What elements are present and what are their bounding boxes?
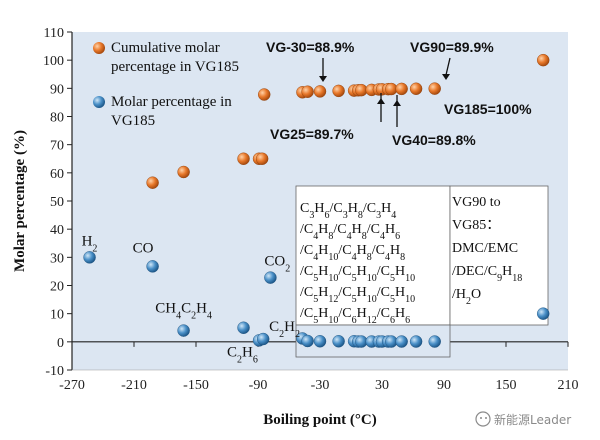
arrow-head-icon xyxy=(319,76,327,82)
hydrocarbon-list-box xyxy=(295,185,451,326)
y-tick-label: 110 xyxy=(44,26,64,41)
arrow-head-icon xyxy=(377,98,385,104)
y-tick-label: 20 xyxy=(50,280,64,295)
cumulative-point xyxy=(146,176,159,189)
molar-point xyxy=(332,335,345,348)
watermark: 新能源Leader xyxy=(475,411,571,427)
wechat-icon xyxy=(475,411,491,427)
molar-point xyxy=(264,271,277,284)
x-tick-label: -270 xyxy=(59,378,85,393)
box-line: /C5H10/C6H12/C6H6 xyxy=(300,306,410,326)
x-tick-label: -150 xyxy=(183,378,209,393)
cumulative-point xyxy=(332,84,345,98)
legend-label: VG185 xyxy=(111,113,155,129)
y-tick-label: 70 xyxy=(50,139,64,154)
x-tick-label: 30 xyxy=(375,378,389,393)
wechat-icon-dot xyxy=(480,417,482,419)
x-tick-label: 150 xyxy=(496,378,517,393)
y-tick-label: 30 xyxy=(50,251,64,266)
molar-point xyxy=(256,332,270,346)
molar-point xyxy=(83,251,96,264)
legend: Cumulative molar percentage in VG185 Molar… xyxy=(93,40,239,129)
cumulative-point xyxy=(255,152,269,165)
side-box-line: /DEC/C9H18 xyxy=(452,264,522,284)
box-line: /C4H8/C4H8/C4H6 xyxy=(300,222,400,242)
hydrocarbon-box: C3H6/C3H8/C3H4/C4H8/C4H8/C4H6/C4H10/C4H8… xyxy=(295,185,549,358)
cumulative-point xyxy=(409,82,423,95)
molar-point xyxy=(395,335,408,348)
molar-point xyxy=(409,335,423,348)
y-tick-label: 40 xyxy=(50,223,64,238)
annotation-label: VG185=100% xyxy=(444,101,532,117)
molar-point xyxy=(237,321,250,334)
y-tick-label: 0 xyxy=(57,336,64,351)
axes: -270 -210 -150 -90 -30 30 90 150 210 -10 0 10 20 30 40… xyxy=(43,26,579,393)
side-box-line: VG85： xyxy=(452,218,500,233)
cumulative-point xyxy=(313,85,327,98)
point-label: H2 xyxy=(82,233,98,254)
cumulative-point xyxy=(258,88,271,101)
x-tick-label: 210 xyxy=(558,378,579,393)
x-tick-label: -30 xyxy=(311,378,330,393)
cumulative-point xyxy=(301,85,314,98)
point-label: CO xyxy=(133,240,154,256)
x-tick-label: -90 xyxy=(249,378,268,393)
arrow-head-icon xyxy=(442,74,450,80)
y-tick-label: 50 xyxy=(50,195,64,210)
molar-point xyxy=(428,335,441,348)
molar-point xyxy=(146,260,159,273)
box-line: /C5H10/C5H10/C5H10 xyxy=(300,264,415,284)
wechat-icon-dot xyxy=(485,417,487,419)
cumulative-point xyxy=(395,82,408,96)
annotations: VG-30=88.9% VG90=89.9% VG185=100% VG25=89.7… xyxy=(266,39,532,148)
point-label: C2H6 xyxy=(227,344,258,365)
point-label: C2H2 xyxy=(269,319,300,340)
y-tick-label: 60 xyxy=(50,167,64,182)
molar-point xyxy=(177,324,190,337)
side-box-line: DMC/EMC xyxy=(452,241,518,256)
arrow-head-icon xyxy=(393,100,401,106)
box-line: C3H6/C3H8/C3H4 xyxy=(300,201,396,221)
point-label: CH4C2H4 xyxy=(155,301,212,322)
x-tick-label: 90 xyxy=(437,378,451,393)
y-axis-title: Molar percentage (%) xyxy=(12,130,28,272)
annotation-label: VG40=89.8% xyxy=(392,132,476,148)
cumulative-point xyxy=(537,53,550,67)
point-label: CO2 xyxy=(264,254,290,275)
box-line: /C5H12/C5H10/C5H10 xyxy=(300,285,415,305)
box-line: /C4H10/C4H8/C4H8 xyxy=(300,243,405,263)
y-tick-label: -10 xyxy=(45,364,64,379)
y-tick-label: 90 xyxy=(50,82,64,97)
y-tick-label: 100 xyxy=(43,54,64,69)
legend-label: Cumulative molar xyxy=(111,40,220,56)
legend-label: percentage in VG185 xyxy=(111,59,239,75)
cumulative-point xyxy=(177,165,190,179)
x-tick-label: -210 xyxy=(121,378,147,393)
annotation-arrow xyxy=(445,57,451,76)
side-box-line: VG90 to xyxy=(452,195,501,210)
point-labels: H2 CO CH4C2H4 CO2 C2H2 C2H6 xyxy=(82,233,300,365)
side-box-line: /H2O xyxy=(452,287,481,307)
x-axis-title: Boiling point (°C) xyxy=(263,412,377,428)
molar-point xyxy=(313,335,327,348)
y-tick-label: 10 xyxy=(50,308,64,323)
cumulative-point xyxy=(428,82,441,95)
annotation-label: VG90=89.9% xyxy=(410,39,494,55)
y-tick-label: 80 xyxy=(50,111,64,126)
legend-label: Molar percentage in xyxy=(111,94,232,110)
molar-point xyxy=(537,307,550,320)
watermark-text: 新能源Leader xyxy=(494,412,571,427)
legend-marker xyxy=(93,42,105,54)
annotation-label: VG25=89.7% xyxy=(270,126,354,142)
vg90-box xyxy=(449,185,549,326)
legend-marker xyxy=(93,96,105,108)
molar-point xyxy=(301,334,314,348)
cumulative-point xyxy=(237,152,250,165)
annotation-label: VG-30=88.9% xyxy=(266,39,355,55)
data-points xyxy=(83,53,550,348)
